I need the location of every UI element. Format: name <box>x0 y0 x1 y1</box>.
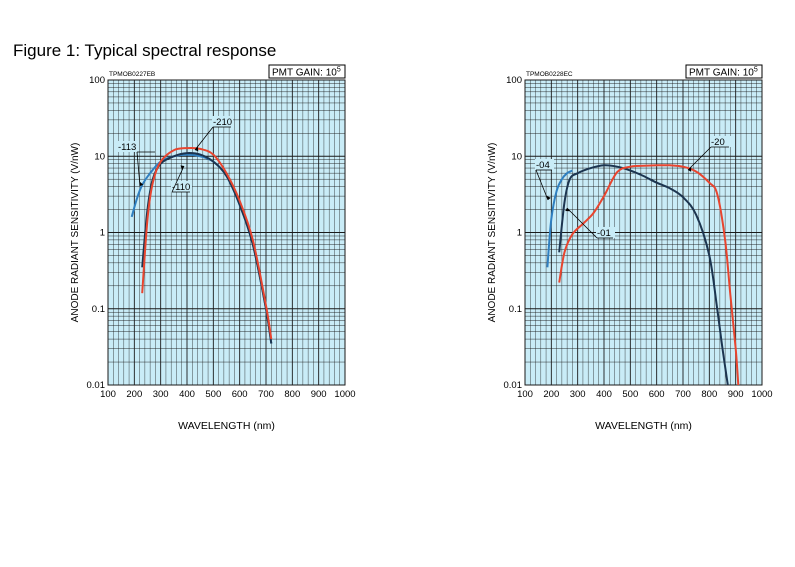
y-tick-label: 0.01 <box>504 380 523 391</box>
chart-code: TPMOB0228EC <box>526 71 573 78</box>
y-tick-label: 10 <box>511 151 522 162</box>
series-annotation: -20 <box>711 137 725 148</box>
x-tick-label: 400 <box>596 389 612 400</box>
annotation-arrowhead <box>565 207 571 212</box>
x-tick-label: 900 <box>728 389 744 400</box>
y-tick-label: 0.1 <box>92 304 105 315</box>
annotation-bg <box>171 181 192 192</box>
series-line-210 <box>141 146 273 340</box>
annotation-bg <box>596 227 615 238</box>
y-tick-label: 1 <box>517 228 522 239</box>
y-tick-label: 1 <box>100 228 105 239</box>
x-tick-label: 400 <box>179 389 195 400</box>
y-tick-label: 10 <box>94 151 105 162</box>
y-tick-label: 100 <box>89 75 105 86</box>
x-tick-label: 500 <box>205 389 221 400</box>
annotation-arrowhead <box>688 166 692 172</box>
x-tick-label: 200 <box>543 389 559 400</box>
series-annotation: -01 <box>597 228 611 239</box>
series-line-01 <box>558 164 729 385</box>
x-tick-label: 900 <box>311 389 327 400</box>
annotation-bg <box>117 141 138 152</box>
chart-code: TPMOB0227EB <box>109 71 155 78</box>
y-axis-label: ANODE RADIANT SENSITIVITY (V/nW) <box>487 143 498 323</box>
x-tick-label: 300 <box>153 389 169 400</box>
x-axis-label: WAVELENGTH (nm) <box>595 420 692 432</box>
series-line-04 <box>546 169 573 268</box>
annotation-leader <box>171 165 185 193</box>
x-tick-label: 300 <box>570 389 586 400</box>
annotation-arrowhead <box>139 181 144 186</box>
annotation-leader <box>535 169 549 201</box>
gain-exponent: 5 <box>337 67 341 74</box>
x-tick-label: 800 <box>284 389 300 400</box>
annotation-leader <box>136 151 141 187</box>
chart-panel-1: 100 200 300 400 500 600 700 800 900 1000 0.01 0.1 1 1… <box>70 64 356 432</box>
x-tick-label: 1000 <box>751 389 772 400</box>
series-annotation: -110 <box>172 182 190 193</box>
x-tick-label: 800 <box>701 389 717 400</box>
y-axis-label: ANODE RADIANT SENSITIVITY (V/nW) <box>70 143 81 323</box>
annotation-leader <box>687 146 712 171</box>
annotation-bg <box>710 136 731 147</box>
chart-panel-2: 100 200 300 400 500 600 700 800 900 1000 0.01 0.1 1 1… <box>487 64 773 432</box>
x-axis-label: WAVELENGTH (nm) <box>178 420 275 432</box>
y-tick-label: 100 <box>506 75 522 86</box>
gain-exponent: 5 <box>754 67 758 74</box>
annotation-arrowhead <box>180 165 184 171</box>
x-tick-label: 100 <box>100 389 116 400</box>
gain-box <box>268 64 346 79</box>
figure-title: Figure 1: Typical spectral response <box>13 41 277 60</box>
plot-frame <box>107 79 346 386</box>
series-annotation: -210 <box>213 117 232 128</box>
annotation-arrowhead <box>546 195 551 200</box>
gain-label: PMT GAIN: 105 <box>689 67 758 79</box>
x-tick-label: 700 <box>258 389 274 400</box>
annotation-arrowhead <box>195 146 199 152</box>
x-tick-label: 500 <box>622 389 638 400</box>
x-tick-label: 700 <box>675 389 691 400</box>
x-tick-label: 100 <box>517 389 533 400</box>
gain-label: PMT GAIN: 105 <box>272 67 341 79</box>
x-tick-label: 200 <box>126 389 142 400</box>
gain-box <box>685 64 763 79</box>
plot-frame <box>524 79 763 386</box>
x-tick-label: 1000 <box>334 389 355 400</box>
series-annotation: -04 <box>536 160 550 171</box>
annotation-bg <box>535 159 554 170</box>
annotation-leader <box>194 126 214 151</box>
x-tick-label: 600 <box>232 389 248 400</box>
y-tick-label: 0.1 <box>509 304 522 315</box>
annotation-bg <box>212 116 233 127</box>
x-tick-label: 600 <box>649 389 665 400</box>
annotation-leader <box>566 207 598 239</box>
series-annotation: -113 <box>118 142 136 153</box>
y-tick-label: 0.01 <box>87 380 106 391</box>
